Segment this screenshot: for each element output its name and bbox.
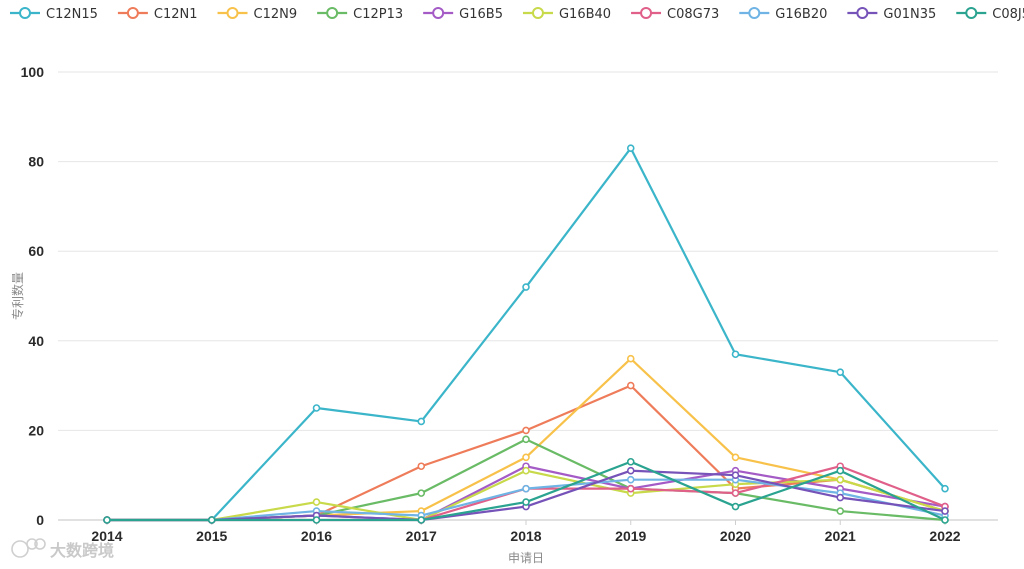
legend-label: C12P13 xyxy=(353,7,403,22)
legend-marker xyxy=(965,7,978,19)
data-point[interactable] xyxy=(522,453,530,462)
watermark-text: 大数跨境 xyxy=(50,541,114,560)
data-point[interactable] xyxy=(836,466,845,475)
data-point[interactable] xyxy=(312,516,321,524)
data-point[interactable] xyxy=(522,498,530,506)
data-point[interactable] xyxy=(522,283,530,291)
data-point[interactable] xyxy=(522,466,530,475)
legend-item-g16b20[interactable]: G16B20 xyxy=(739,7,827,22)
x-axis-title: 申请日 xyxy=(508,551,544,565)
legend-marker xyxy=(19,7,31,19)
data-point[interactable] xyxy=(731,471,740,480)
data-point[interactable] xyxy=(941,484,949,493)
legend-label: G16B20 xyxy=(775,7,827,22)
x-tick-label: 2018 xyxy=(510,528,541,544)
data-point[interactable] xyxy=(731,350,740,359)
data-point[interactable] xyxy=(417,417,426,426)
legend-label: G16B40 xyxy=(559,7,611,22)
series-c08j5[interactable] xyxy=(103,457,949,524)
series-lines xyxy=(103,144,949,524)
data-point[interactable] xyxy=(941,516,949,524)
legend-marker xyxy=(531,7,544,19)
data-point[interactable] xyxy=(731,489,740,497)
data-point[interactable] xyxy=(312,404,321,412)
x-tick-label: 2014 xyxy=(91,528,122,544)
data-point[interactable] xyxy=(522,435,530,444)
legend-item-c12p13[interactable]: C12P13 xyxy=(317,7,403,22)
y-tick-label: 80 xyxy=(28,154,44,170)
data-point[interactable] xyxy=(626,354,635,363)
legend-item-c12n1[interactable]: C12N1 xyxy=(117,7,198,22)
y-tick-label: 60 xyxy=(28,243,44,259)
legend-label: G16B5 xyxy=(459,7,503,22)
legend-item-c08g73[interactable]: C08G73 xyxy=(631,7,719,22)
data-point[interactable] xyxy=(417,462,426,471)
watermark: 大数跨境 xyxy=(11,538,114,560)
data-point[interactable] xyxy=(103,516,111,524)
legend-marker xyxy=(432,7,445,19)
data-point[interactable] xyxy=(626,475,635,484)
data-point[interactable] xyxy=(941,507,949,515)
x-tick-label: 2021 xyxy=(825,528,856,544)
gridlines xyxy=(58,71,998,431)
data-point[interactable] xyxy=(626,457,635,466)
data-point[interactable] xyxy=(626,144,635,152)
data-point[interactable] xyxy=(522,426,530,435)
data-point[interactable] xyxy=(836,475,845,484)
data-point[interactable] xyxy=(312,498,321,506)
data-point[interactable] xyxy=(417,489,426,497)
data-point[interactable] xyxy=(626,381,635,390)
legend-marker xyxy=(326,7,339,19)
x-tick-label: 2015 xyxy=(196,528,227,544)
y-axis-title: 专利数量 xyxy=(10,272,25,320)
x-tick-label: 2017 xyxy=(406,528,437,544)
legend-item-g01n35[interactable]: G01N35 xyxy=(847,7,936,22)
y-tick-label: 20 xyxy=(28,422,44,438)
data-point[interactable] xyxy=(836,368,845,376)
legend-marker xyxy=(856,7,869,19)
data-point[interactable] xyxy=(626,484,635,493)
legend-label: G01N35 xyxy=(883,7,936,22)
legend-label: C12N9 xyxy=(254,7,298,22)
data-point[interactable] xyxy=(836,507,845,515)
legend-item-c08j5[interactable]: C08J5 xyxy=(956,7,1024,22)
legend-marker xyxy=(640,7,653,19)
data-point[interactable] xyxy=(731,453,740,462)
y-tick-label: 40 xyxy=(28,333,44,349)
x-tick-label: 2016 xyxy=(301,528,332,544)
axes: 0 20 40 60 80 100 2014 2015 2016 2017 2018 2019 2020… xyxy=(21,64,998,544)
legend-item-c12n15[interactable]: C12N15 xyxy=(10,7,98,22)
legend-item-g16b5[interactable]: G16B5 xyxy=(423,7,503,22)
legend-marker xyxy=(126,7,139,19)
legend-label: C08G73 xyxy=(667,7,719,22)
data-point[interactable] xyxy=(522,484,530,493)
x-tick-label: 2019 xyxy=(615,528,646,544)
y-tick-label: 100 xyxy=(21,64,45,80)
legend-label: C12N15 xyxy=(46,7,98,22)
data-point[interactable] xyxy=(207,516,216,524)
legend-item-g16b40[interactable]: G16B40 xyxy=(522,7,611,22)
data-point[interactable] xyxy=(626,466,635,475)
legend-label: C08J5 xyxy=(992,7,1024,22)
legend-marker xyxy=(226,7,239,19)
data-point[interactable] xyxy=(836,493,845,502)
x-tick-label: 2022 xyxy=(929,528,960,544)
legend[interactable]: C12N15 C12N1 C12N9 C12P13 G16B5 G16B40 C08G73 G… xyxy=(10,7,1024,22)
x-tick-label: 2020 xyxy=(720,528,751,544)
watermark-logo-icon xyxy=(11,538,46,558)
legend-label: C12N1 xyxy=(154,7,198,22)
legend-marker xyxy=(748,7,761,19)
legend-item-c12n9[interactable]: C12N9 xyxy=(217,7,298,22)
data-point[interactable] xyxy=(417,516,426,524)
y-tick-label: 0 xyxy=(36,512,44,528)
data-point[interactable] xyxy=(731,502,740,511)
